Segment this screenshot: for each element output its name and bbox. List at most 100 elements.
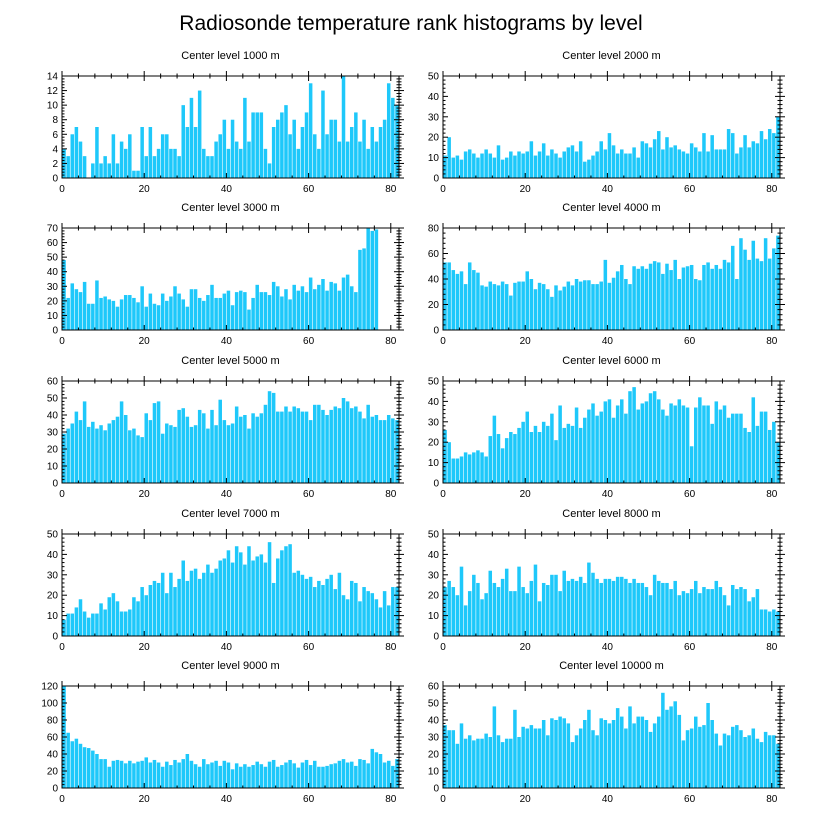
- bar: [349, 127, 354, 178]
- bar: [566, 147, 571, 178]
- bar: [329, 119, 333, 178]
- bar: [521, 587, 525, 636]
- bar: [325, 290, 329, 330]
- bar: [292, 284, 296, 330]
- bar: [202, 300, 206, 330]
- bar: [144, 757, 149, 788]
- bar: [378, 420, 383, 483]
- bar: [739, 587, 743, 636]
- bar: [443, 262, 447, 330]
- bar: [595, 735, 599, 788]
- bar: [160, 134, 165, 178]
- bar: [599, 718, 603, 788]
- bar: [148, 293, 153, 330]
- bar: [296, 148, 301, 178]
- bar: [354, 292, 358, 330]
- bar: [763, 238, 768, 330]
- bar: [111, 134, 116, 178]
- y-tick-label: 0: [433, 326, 439, 337]
- bar: [726, 129, 731, 178]
- y-tick-label: 60: [47, 377, 59, 388]
- bar: [144, 595, 149, 636]
- bar: [504, 738, 509, 788]
- bar: [374, 229, 379, 330]
- bar: [595, 151, 599, 178]
- bar: [276, 411, 280, 483]
- x-tick-label: 20: [139, 489, 151, 500]
- bar: [99, 603, 103, 636]
- bar: [500, 448, 505, 483]
- y-tick-label: 0: [52, 479, 58, 490]
- bar: [247, 141, 251, 178]
- bar: [292, 406, 296, 483]
- bar: [370, 127, 375, 178]
- bar: [574, 580, 579, 636]
- bar: [730, 133, 735, 178]
- bar: [574, 407, 579, 483]
- bar: [300, 286, 305, 330]
- bar: [759, 742, 764, 788]
- bar: [82, 281, 87, 330]
- y-tick-label: 0: [52, 632, 58, 643]
- bar: [251, 413, 255, 483]
- bar: [226, 550, 231, 636]
- bar: [599, 141, 603, 178]
- bar: [140, 286, 144, 330]
- bar: [132, 597, 136, 636]
- plot-frame: [442, 380, 781, 484]
- bar: [636, 409, 640, 483]
- bar: [243, 292, 247, 330]
- y-tick-label: 100: [41, 699, 58, 710]
- bar: [337, 760, 342, 788]
- bar: [665, 582, 669, 636]
- bar: [525, 411, 530, 483]
- bar: [296, 408, 301, 483]
- bar: [362, 418, 366, 483]
- bar: [480, 285, 484, 331]
- bar: [685, 153, 690, 178]
- bar: [185, 416, 190, 483]
- bar: [349, 286, 354, 330]
- bar: [665, 415, 669, 483]
- bar: [202, 148, 206, 178]
- bar: [325, 765, 329, 788]
- bar: [463, 452, 468, 483]
- bar: [710, 589, 714, 636]
- bar: [455, 595, 460, 636]
- bar: [86, 617, 91, 636]
- bar: [669, 147, 673, 178]
- bar: [603, 149, 608, 178]
- bar: [467, 735, 472, 788]
- bar: [78, 743, 83, 788]
- panel-title: Center level 2000 m: [562, 50, 660, 62]
- bar: [455, 155, 460, 178]
- bar: [694, 580, 698, 636]
- bar: [247, 428, 251, 483]
- y-tick-label: 30: [47, 282, 59, 293]
- bar: [243, 764, 247, 788]
- bar: [566, 723, 571, 788]
- bar: [366, 591, 370, 636]
- bar: [382, 119, 387, 178]
- bar: [111, 420, 116, 483]
- y-tick-label: 10: [428, 767, 440, 778]
- bar: [222, 119, 227, 178]
- bar: [214, 568, 218, 636]
- bar: [271, 759, 276, 788]
- bar: [181, 408, 185, 483]
- bar: [776, 116, 780, 178]
- bar: [570, 145, 575, 178]
- bar: [443, 725, 447, 788]
- bar: [607, 723, 612, 788]
- bar: [362, 119, 366, 178]
- bar: [395, 105, 399, 178]
- bar: [317, 148, 321, 178]
- bar: [759, 411, 764, 483]
- bar: [280, 296, 284, 330]
- x-tick-label: 60: [684, 794, 696, 805]
- bar: [202, 413, 206, 483]
- y-tick-label: 40: [428, 397, 440, 408]
- bar: [496, 587, 501, 636]
- bar: [624, 279, 628, 330]
- y-tick-label: 20: [47, 445, 59, 456]
